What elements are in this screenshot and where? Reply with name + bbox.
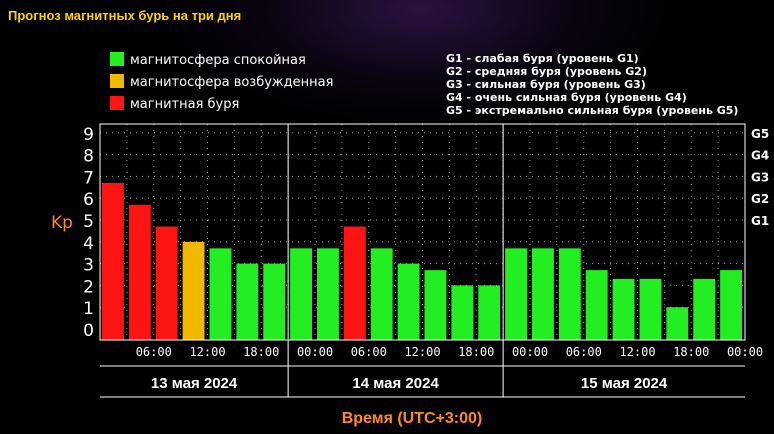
bar (424, 270, 447, 340)
bar (182, 241, 205, 340)
axes (99, 123, 746, 398)
g-tick-label: G1 (751, 214, 769, 228)
bar (263, 263, 286, 340)
x-tick-label: 00:00 (512, 345, 548, 359)
y-tick-label: 4 (83, 234, 94, 254)
bar (532, 248, 554, 340)
x-tick-label: 06:00 (136, 345, 172, 359)
g-legend-item: G2 - средняя буря (уровень G2) (446, 65, 647, 78)
g-tick-label: G4 (751, 149, 769, 163)
bar (236, 263, 259, 340)
x-tick-label: 12:00 (619, 345, 655, 359)
bar (343, 226, 366, 340)
bar (558, 248, 581, 340)
legend-swatch-excited (110, 74, 124, 88)
x-axis-label: Время (UTC+3:00) (342, 410, 483, 427)
x-tick-label: 06:00 (351, 345, 387, 359)
bar (370, 248, 393, 340)
g-legend-item: G3 - сильная буря (уровень G3) (446, 78, 646, 91)
day-labels: 13 мая 2024 14 мая 2024 15 мая 2024 (151, 375, 668, 392)
bar (639, 278, 662, 340)
bar (397, 263, 420, 340)
y-tick-label: 6 (83, 190, 94, 210)
x-tick-label: 18:00 (458, 345, 494, 359)
y-tick-label: 3 (83, 256, 94, 276)
bar (478, 285, 501, 340)
bar (720, 270, 742, 340)
grid (100, 124, 745, 340)
bar (317, 248, 339, 340)
bar (128, 204, 151, 340)
bar (102, 182, 124, 340)
x-tick-label: 18:00 (243, 345, 279, 359)
x-tick-label: 18:00 (673, 345, 709, 359)
y-tick-label: 2 (83, 277, 94, 297)
legend: магнитосфера спокойная магнитосфера возбу… (110, 52, 333, 112)
y-tick-label: 7 (83, 168, 94, 188)
bar (505, 248, 527, 340)
g-legend-item: G5 - экстремально сильная буря (уровень … (446, 104, 738, 117)
x-tick-label: 06:00 (566, 345, 602, 359)
y-tick-label: 8 (83, 147, 94, 167)
legend-swatch-quiet (110, 52, 124, 66)
bar (666, 307, 689, 340)
g-legend-item: G1 - слабая буря (уровень G1) (446, 52, 639, 65)
day-label: 13 мая 2024 (151, 375, 238, 392)
bar (693, 278, 716, 340)
chart-title: Прогноз магнитных бурь на три дня (8, 8, 241, 23)
g-tick-label: G3 (751, 170, 769, 184)
y-tick-label: 0 (83, 321, 94, 341)
x-tick-label: 00:00 (727, 345, 763, 359)
x-tick-label: 12:00 (404, 345, 440, 359)
y-tick-label: 1 (83, 299, 94, 319)
legend-swatch-storm (110, 96, 124, 110)
y-tick-label: 5 (83, 212, 94, 232)
g-level-legend: G1 - слабая буря (уровень G1)G2 - средня… (446, 52, 738, 117)
x-tick-label: 12:00 (189, 345, 225, 359)
legend-label-excited: магнитосфера возбужденная (130, 75, 333, 90)
bar (451, 285, 474, 340)
g-tick-label: G5 (751, 127, 769, 141)
x-tick-labels: 06:00 12:00 18:00 00:00 06:00 12:00 18:00 00:00… (136, 345, 763, 359)
legend-label-storm: магнитная буря (130, 97, 239, 112)
x-tick-label: 00:00 (297, 345, 333, 359)
g-tick-label: G2 (751, 192, 769, 206)
g-tick-labels: G1 G2 G3 G4 G5 (751, 127, 769, 228)
plot-frame (99, 123, 746, 341)
y-axis-label: Kp (51, 213, 73, 233)
bar (209, 248, 232, 340)
day-label: 14 мая 2024 (352, 375, 439, 392)
g-legend-item: G4 - очень сильная буря (уровень G4) (446, 91, 687, 104)
bar (155, 226, 178, 340)
legend-label-quiet: магнитосфера спокойная (130, 53, 306, 68)
bar (612, 278, 635, 340)
day-label: 15 мая 2024 (581, 375, 668, 392)
bar (585, 270, 608, 340)
y-tick-label: 9 (83, 125, 94, 145)
bars (102, 182, 742, 340)
bar (290, 248, 312, 340)
